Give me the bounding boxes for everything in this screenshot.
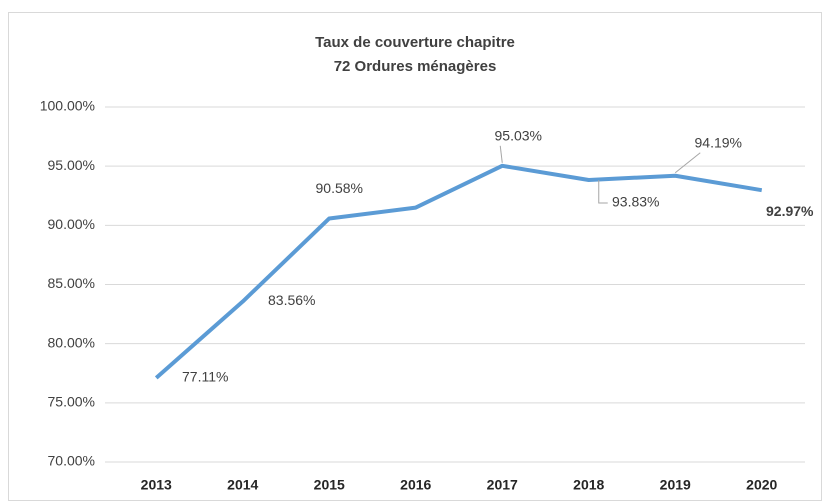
y-tick-label: 85.00% xyxy=(48,275,95,291)
leader-line xyxy=(674,152,701,174)
data-label: 92.97% xyxy=(766,203,814,219)
y-tick-label: 100.00% xyxy=(40,98,95,114)
y-tick-label: 75.00% xyxy=(48,394,95,410)
y-tick-label: 90.00% xyxy=(48,216,95,232)
x-tick-label: 2015 xyxy=(314,477,345,493)
x-tick-label: 2019 xyxy=(660,477,691,493)
data-line xyxy=(154,163,763,380)
data-label: 93.83% xyxy=(612,194,659,210)
x-tick-label: 2020 xyxy=(746,477,777,493)
chart-title: 72 Ordures ménagères xyxy=(334,58,497,75)
x-tick-label: 2013 xyxy=(141,477,172,493)
x-tick-label: 2016 xyxy=(400,477,431,493)
y-tick-label: 70.00% xyxy=(48,453,95,469)
chart-frame xyxy=(8,12,822,501)
x-tick-label: 2018 xyxy=(573,477,604,493)
data-label: 95.03% xyxy=(495,128,542,144)
data-label: 90.58% xyxy=(316,180,363,196)
data-label: 94.19% xyxy=(695,134,742,150)
x-tick-label: 2014 xyxy=(227,477,258,493)
y-tick-label: 95.00% xyxy=(48,157,95,173)
data-label: 83.56% xyxy=(268,292,315,308)
chart-title: Taux de couverture chapitre xyxy=(315,34,515,51)
leader-line xyxy=(499,145,503,163)
x-tick-label: 2017 xyxy=(487,477,518,493)
data-label: 77.11% xyxy=(182,369,228,385)
y-tick-label: 80.00% xyxy=(48,334,95,350)
leader-line xyxy=(598,180,608,204)
